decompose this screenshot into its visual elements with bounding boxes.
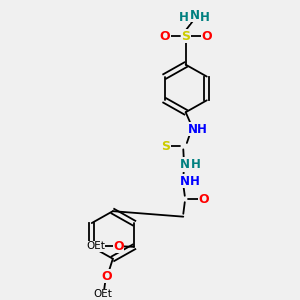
Text: OEt: OEt xyxy=(93,289,112,299)
Text: N: N xyxy=(190,9,200,22)
Text: O: O xyxy=(101,270,112,283)
Text: S: S xyxy=(181,30,190,43)
Text: OEt: OEt xyxy=(86,241,105,251)
Text: S: S xyxy=(161,140,170,153)
Text: O: O xyxy=(201,30,212,43)
Text: O: O xyxy=(113,240,124,253)
Text: H: H xyxy=(191,158,201,171)
Text: O: O xyxy=(199,193,209,206)
Text: H: H xyxy=(190,175,200,188)
Text: N: N xyxy=(180,175,190,188)
Text: NH: NH xyxy=(188,123,208,136)
Text: O: O xyxy=(160,30,170,43)
Text: H: H xyxy=(179,11,189,24)
Text: H: H xyxy=(200,11,210,24)
Text: N: N xyxy=(180,158,190,171)
